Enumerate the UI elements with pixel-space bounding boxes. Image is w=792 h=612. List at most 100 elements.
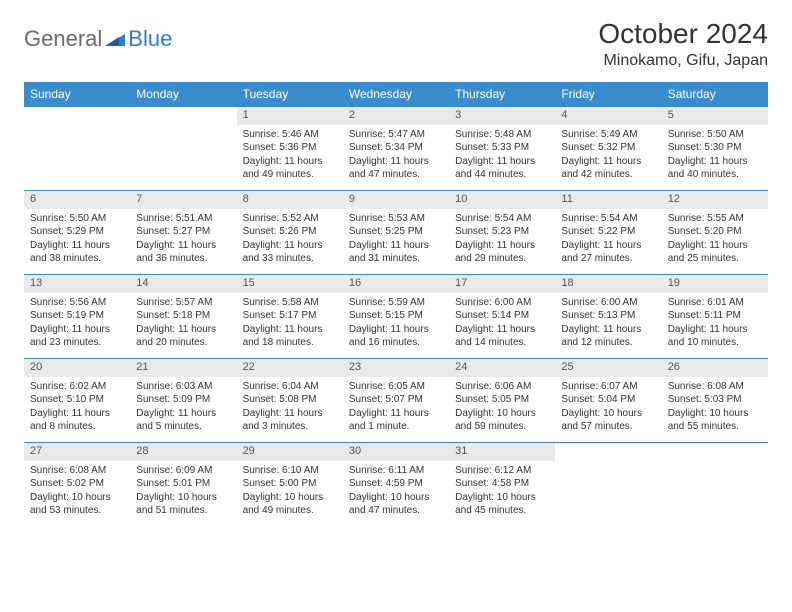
day-content-cell: Sunrise: 5:53 AMSunset: 5:25 PMDaylight:… <box>343 209 449 275</box>
day-content-row: Sunrise: 5:56 AMSunset: 5:19 PMDaylight:… <box>24 293 768 359</box>
sunset-text: Sunset: 5:09 PM <box>136 393 230 407</box>
day-number-cell <box>130 107 236 125</box>
day-content-cell: Sunrise: 6:08 AMSunset: 5:02 PMDaylight:… <box>24 461 130 527</box>
sunset-text: Sunset: 5:27 PM <box>136 225 230 239</box>
day-header-row: Sunday Monday Tuesday Wednesday Thursday… <box>24 82 768 107</box>
daylight-text: Daylight: 11 hours and 8 minutes. <box>30 407 124 434</box>
logo-triangle-icon <box>105 32 125 46</box>
sunset-text: Sunset: 5:36 PM <box>243 141 337 155</box>
day-content-row: Sunrise: 6:02 AMSunset: 5:10 PMDaylight:… <box>24 377 768 443</box>
sunset-text: Sunset: 4:59 PM <box>349 477 443 491</box>
day-content-cell <box>130 125 236 191</box>
day-content-cell: Sunrise: 5:55 AMSunset: 5:20 PMDaylight:… <box>662 209 768 275</box>
sunset-text: Sunset: 5:32 PM <box>561 141 655 155</box>
day-number-cell: 6 <box>24 191 130 209</box>
day-content-cell: Sunrise: 6:03 AMSunset: 5:09 PMDaylight:… <box>130 377 236 443</box>
sunset-text: Sunset: 5:18 PM <box>136 309 230 323</box>
sunset-text: Sunset: 5:26 PM <box>243 225 337 239</box>
sunrise-text: Sunrise: 5:58 AM <box>243 296 337 310</box>
daylight-text: Daylight: 11 hours and 27 minutes. <box>561 239 655 266</box>
daylight-text: Daylight: 11 hours and 29 minutes. <box>455 239 549 266</box>
day-content-cell: Sunrise: 5:56 AMSunset: 5:19 PMDaylight:… <box>24 293 130 359</box>
daylight-text: Daylight: 11 hours and 44 minutes. <box>455 155 549 182</box>
month-title: October 2024 <box>598 18 768 50</box>
day-content-cell: Sunrise: 5:50 AMSunset: 5:29 PMDaylight:… <box>24 209 130 275</box>
day-number-cell: 12 <box>662 191 768 209</box>
daylight-text: Daylight: 10 hours and 53 minutes. <box>30 491 124 518</box>
title-block: October 2024 Minokamo, Gifu, Japan <box>598 18 768 70</box>
day-content-cell <box>555 461 661 527</box>
sunrise-text: Sunrise: 6:08 AM <box>668 380 762 394</box>
sunrise-text: Sunrise: 5:49 AM <box>561 128 655 142</box>
day-number-cell: 14 <box>130 275 236 293</box>
day-number-cell <box>555 443 661 461</box>
day-number-cell: 5 <box>662 107 768 125</box>
day-number-cell: 11 <box>555 191 661 209</box>
sunrise-text: Sunrise: 5:51 AM <box>136 212 230 226</box>
day-content-cell: Sunrise: 5:58 AMSunset: 5:17 PMDaylight:… <box>237 293 343 359</box>
day-content-cell: Sunrise: 6:04 AMSunset: 5:08 PMDaylight:… <box>237 377 343 443</box>
day-content-cell: Sunrise: 6:09 AMSunset: 5:01 PMDaylight:… <box>130 461 236 527</box>
calendar-body: 12345Sunrise: 5:46 AMSunset: 5:36 PMDayl… <box>24 107 768 527</box>
day-content-row: Sunrise: 5:50 AMSunset: 5:29 PMDaylight:… <box>24 209 768 275</box>
day-number-cell: 23 <box>343 359 449 377</box>
day-content-cell <box>24 125 130 191</box>
sunrise-text: Sunrise: 6:12 AM <box>455 464 549 478</box>
sunrise-text: Sunrise: 6:06 AM <box>455 380 549 394</box>
day-header: Tuesday <box>237 82 343 107</box>
sunrise-text: Sunrise: 6:03 AM <box>136 380 230 394</box>
day-content-cell: Sunrise: 6:10 AMSunset: 5:00 PMDaylight:… <box>237 461 343 527</box>
day-content-row: Sunrise: 5:46 AMSunset: 5:36 PMDaylight:… <box>24 125 768 191</box>
day-header: Wednesday <box>343 82 449 107</box>
daylight-text: Daylight: 11 hours and 1 minute. <box>349 407 443 434</box>
day-number-cell: 27 <box>24 443 130 461</box>
daylight-text: Daylight: 10 hours and 49 minutes. <box>243 491 337 518</box>
day-content-cell: Sunrise: 5:50 AMSunset: 5:30 PMDaylight:… <box>662 125 768 191</box>
sunset-text: Sunset: 5:30 PM <box>668 141 762 155</box>
day-content-cell: Sunrise: 6:11 AMSunset: 4:59 PMDaylight:… <box>343 461 449 527</box>
sunrise-text: Sunrise: 6:02 AM <box>30 380 124 394</box>
day-content-cell <box>662 461 768 527</box>
sunset-text: Sunset: 5:14 PM <box>455 309 549 323</box>
sunset-text: Sunset: 5:05 PM <box>455 393 549 407</box>
day-number-cell: 13 <box>24 275 130 293</box>
daylight-text: Daylight: 11 hours and 16 minutes. <box>349 323 443 350</box>
day-content-cell: Sunrise: 5:59 AMSunset: 5:15 PMDaylight:… <box>343 293 449 359</box>
daylight-text: Daylight: 11 hours and 31 minutes. <box>349 239 443 266</box>
sunset-text: Sunset: 5:22 PM <box>561 225 655 239</box>
daylight-text: Daylight: 11 hours and 49 minutes. <box>243 155 337 182</box>
day-number-cell: 10 <box>449 191 555 209</box>
day-number-cell: 30 <box>343 443 449 461</box>
day-number-cell: 19 <box>662 275 768 293</box>
sunset-text: Sunset: 5:23 PM <box>455 225 549 239</box>
daylight-text: Daylight: 11 hours and 25 minutes. <box>668 239 762 266</box>
day-content-cell: Sunrise: 6:00 AMSunset: 5:13 PMDaylight:… <box>555 293 661 359</box>
day-content-cell: Sunrise: 6:08 AMSunset: 5:03 PMDaylight:… <box>662 377 768 443</box>
day-number-cell <box>662 443 768 461</box>
sunrise-text: Sunrise: 5:50 AM <box>668 128 762 142</box>
location-subtitle: Minokamo, Gifu, Japan <box>598 52 768 70</box>
sunset-text: Sunset: 4:58 PM <box>455 477 549 491</box>
daylight-text: Daylight: 10 hours and 55 minutes. <box>668 407 762 434</box>
daylight-text: Daylight: 11 hours and 12 minutes. <box>561 323 655 350</box>
calendar-table: Sunday Monday Tuesday Wednesday Thursday… <box>24 82 768 527</box>
sunrise-text: Sunrise: 5:50 AM <box>30 212 124 226</box>
sunset-text: Sunset: 5:08 PM <box>243 393 337 407</box>
sunset-text: Sunset: 5:00 PM <box>243 477 337 491</box>
sunset-text: Sunset: 5:10 PM <box>30 393 124 407</box>
day-header: Monday <box>130 82 236 107</box>
day-content-cell: Sunrise: 5:46 AMSunset: 5:36 PMDaylight:… <box>237 125 343 191</box>
sunrise-text: Sunrise: 5:53 AM <box>349 212 443 226</box>
day-number-row: 13141516171819 <box>24 275 768 293</box>
daylight-text: Daylight: 11 hours and 42 minutes. <box>561 155 655 182</box>
day-content-cell: Sunrise: 5:57 AMSunset: 5:18 PMDaylight:… <box>130 293 236 359</box>
daylight-text: Daylight: 11 hours and 36 minutes. <box>136 239 230 266</box>
sunrise-text: Sunrise: 5:52 AM <box>243 212 337 226</box>
daylight-text: Daylight: 11 hours and 33 minutes. <box>243 239 337 266</box>
day-number-row: 12345 <box>24 107 768 125</box>
sunset-text: Sunset: 5:07 PM <box>349 393 443 407</box>
daylight-text: Daylight: 10 hours and 59 minutes. <box>455 407 549 434</box>
day-number-row: 2728293031 <box>24 443 768 461</box>
day-header: Sunday <box>24 82 130 107</box>
day-number-cell: 7 <box>130 191 236 209</box>
